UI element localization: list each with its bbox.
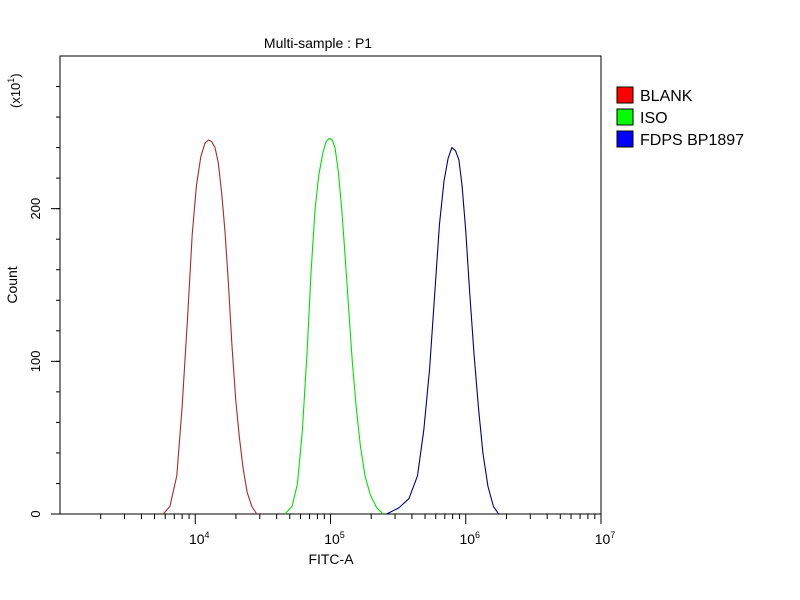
y-tick-labels: 0 100 200 — [28, 198, 43, 518]
legend: BLANK ISO FDPS BP1897 — [616, 86, 744, 149]
axis-ticks — [51, 86, 602, 524]
plot-frame — [59, 55, 602, 515]
legend-swatch — [616, 130, 634, 148]
legend-swatch — [616, 108, 634, 126]
y-tick-label: 200 — [28, 198, 43, 220]
legend-label: FDPS BP1897 — [640, 132, 744, 149]
y-axis-label: Count — [4, 266, 20, 303]
x-tick-labels: 104 105 106 107 — [189, 530, 615, 547]
legend-swatch — [616, 86, 634, 104]
legend-label: ISO — [640, 110, 668, 127]
x-tick-label: 106 — [459, 530, 480, 547]
y-tick-label: 0 — [28, 510, 43, 517]
x-tick-label: 107 — [595, 530, 616, 547]
x-axis-label: FITC-A — [308, 551, 354, 567]
series-line — [386, 147, 500, 515]
y-multiplier-label: (x101) — [6, 73, 23, 108]
y-multiplier-close: ) — [8, 73, 23, 77]
svg-text:(x101): (x101) — [6, 73, 23, 108]
series-lines — [162, 137, 500, 515]
x-tick-label: 104 — [189, 530, 210, 547]
series-line — [284, 137, 384, 515]
legend-label: BLANK — [640, 88, 693, 105]
series-line — [162, 139, 258, 515]
chart-title: Multi-sample : P1 — [264, 35, 372, 51]
y-multiplier-exp: 1 — [6, 78, 16, 83]
y-tick-label: 100 — [28, 350, 43, 372]
y-multiplier-base: (x10 — [8, 83, 23, 108]
x-tick-label: 105 — [324, 530, 345, 547]
